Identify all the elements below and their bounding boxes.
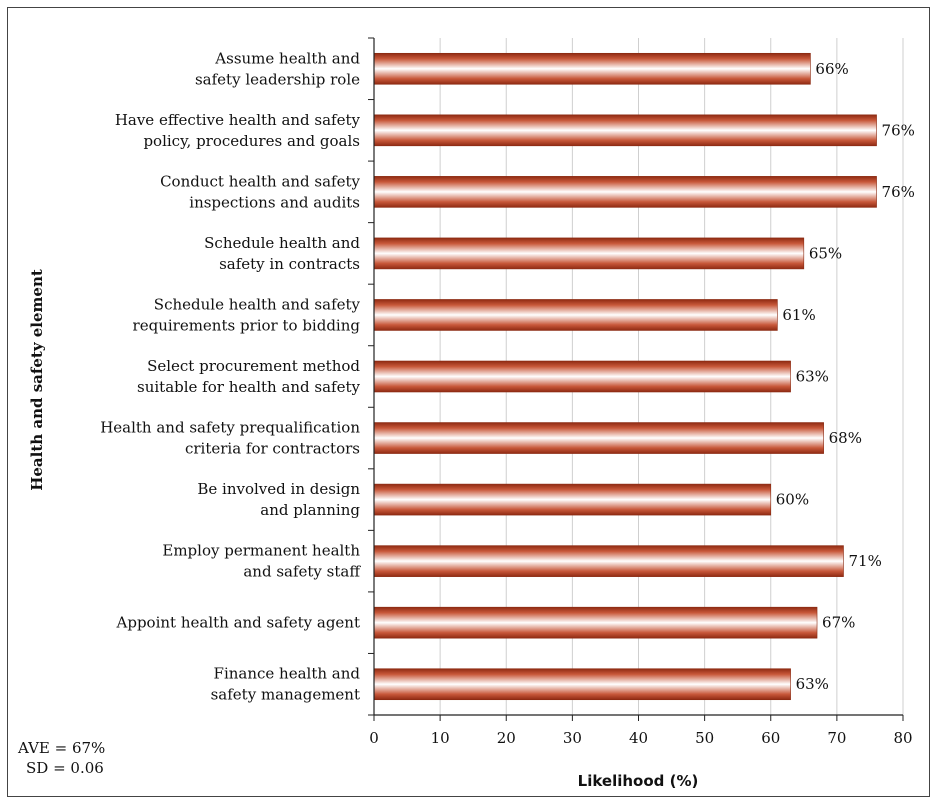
category-label-line: Schedule health and: [204, 234, 360, 252]
x-tick-label: 30: [563, 729, 582, 747]
bar: [373, 299, 778, 331]
category-label-line: Have effective health and safety: [115, 111, 361, 129]
value-label: 67%: [822, 614, 855, 632]
bar: [373, 176, 877, 208]
bar: [373, 668, 791, 701]
category-label: Assume health and safety leadership role: [195, 49, 360, 88]
x-tick-label: 0: [369, 729, 379, 747]
y-axis-title: Health and safety element: [28, 269, 46, 491]
value-label: 71%: [848, 552, 881, 570]
value-label: 61%: [782, 306, 815, 324]
category-label: Health and safety prequalification criter…: [100, 419, 360, 458]
category-label: Appoint health and safety agent: [116, 614, 360, 632]
value-label: 63%: [796, 368, 829, 386]
category-label: Conduct health and safety inspections and…: [160, 172, 360, 211]
value-label: 76%: [882, 121, 915, 139]
category-label-line: safety in contracts: [219, 255, 360, 273]
category-labels: Assume health and safety leadership role H…: [100, 49, 361, 703]
category-label: Be involved in design and planning: [197, 480, 360, 519]
category-label-line: safety management: [211, 686, 360, 704]
x-tick-label: 60: [761, 729, 780, 747]
bar: [373, 483, 772, 516]
category-label: Employ permanent health and safety staff: [162, 542, 361, 581]
bar: [373, 237, 805, 270]
summary-stats: AVE = 67% SD = 0.06: [18, 738, 128, 778]
category-label-line: Assume health and: [214, 49, 360, 67]
x-tick-labels: 0 10 20 30 40 50 60 70 80: [369, 729, 912, 747]
value-label: 60%: [776, 491, 809, 509]
value-label: 68%: [829, 429, 862, 447]
bar: [373, 422, 824, 454]
category-label-line: Schedule health and safety: [154, 295, 361, 313]
category-label-line: and planning: [260, 501, 360, 519]
x-tick-label: 80: [893, 729, 912, 747]
category-label-line: policy, procedures and goals: [143, 132, 360, 150]
axes: [368, 37, 904, 721]
category-label-line: Employ permanent health: [162, 542, 360, 560]
average-stat: AVE = 67%: [18, 739, 106, 757]
category-label: Finance health and safety management: [211, 665, 361, 704]
sd-stat: SD = 0.06: [26, 759, 104, 777]
value-label: 65%: [809, 244, 842, 262]
bar: [373, 52, 811, 85]
category-label-line: Health and safety prequalification: [100, 419, 360, 437]
category-label-line: criteria for contractors: [185, 440, 360, 458]
category-label-line: requirements prior to bidding: [133, 316, 361, 334]
bar: [373, 360, 791, 393]
value-labels: 66% 76% 76% 65% 61% 63% 68% 60% 71% 67% 63%: [776, 60, 915, 693]
category-label-line: Conduct health and safety: [160, 172, 360, 190]
bar: [373, 114, 877, 147]
x-tick-label: 70: [827, 729, 846, 747]
category-label-line: Finance health and: [214, 665, 361, 683]
value-label: 63%: [796, 675, 829, 693]
x-tick-label: 50: [695, 729, 714, 747]
category-label-line: suitable for health and safety: [137, 378, 360, 396]
category-label-line: inspections and audits: [189, 193, 360, 211]
category-label: Have effective health and safety policy, …: [115, 111, 361, 150]
value-label: 76%: [882, 183, 915, 201]
category-label-line: Select procurement method: [147, 357, 360, 375]
category-label: Schedule health and safety in contracts: [204, 234, 360, 273]
value-label: 66%: [815, 60, 848, 78]
bars: [373, 52, 877, 701]
category-label-line: and safety staff: [243, 563, 361, 581]
category-label-line: Be involved in design: [197, 480, 360, 498]
category-label: Schedule health and safety requirements p…: [133, 295, 361, 334]
bar: [373, 606, 818, 639]
x-tick-label: 40: [629, 729, 648, 747]
category-label-line: safety leadership role: [195, 70, 360, 88]
bar: [373, 545, 844, 577]
x-tick-label: 10: [431, 729, 450, 747]
category-label: Select procurement method suitable for he…: [137, 357, 360, 396]
x-axis-title: Likelihood (%): [577, 772, 699, 790]
category-label-line: Appoint health and safety agent: [116, 614, 360, 632]
x-tick-label: 20: [497, 729, 516, 747]
